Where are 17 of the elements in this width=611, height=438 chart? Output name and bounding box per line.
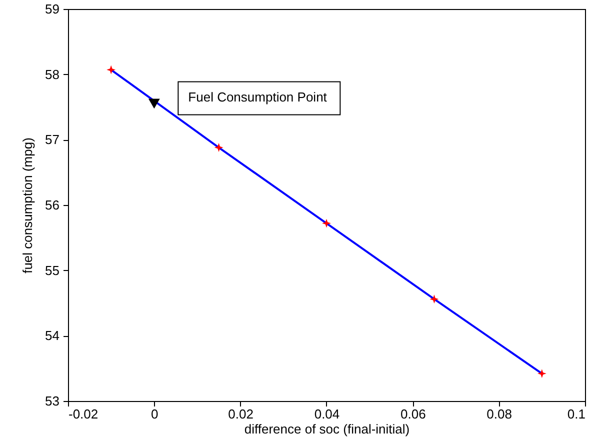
- x-tick-label: 0.1: [567, 406, 586, 422]
- x-tick-label: 0: [151, 406, 158, 422]
- x-tick-label: 0.04: [314, 406, 340, 422]
- y-tick-label: 55: [45, 262, 60, 278]
- x-axis-title: difference of soc (final-initial): [244, 422, 410, 436]
- y-tick-label: 59: [45, 2, 60, 16]
- y-tick-label: 54: [45, 328, 60, 344]
- y-tick-label: 53: [45, 394, 60, 408]
- y-tick-label: 56: [45, 198, 60, 212]
- x-tick-label: 0.02: [228, 406, 254, 422]
- x-tick-label: -0.02: [68, 406, 98, 422]
- y-tick-label: 57: [45, 132, 60, 148]
- x-tick-label: 0.08: [486, 406, 512, 422]
- y-axis-title: fuel consumption (mpg): [20, 138, 36, 274]
- x-tick-label: 0.06: [400, 406, 426, 422]
- y-tick-label: 58: [45, 66, 60, 82]
- annotation: Fuel Consumption Point: [188, 90, 328, 105]
